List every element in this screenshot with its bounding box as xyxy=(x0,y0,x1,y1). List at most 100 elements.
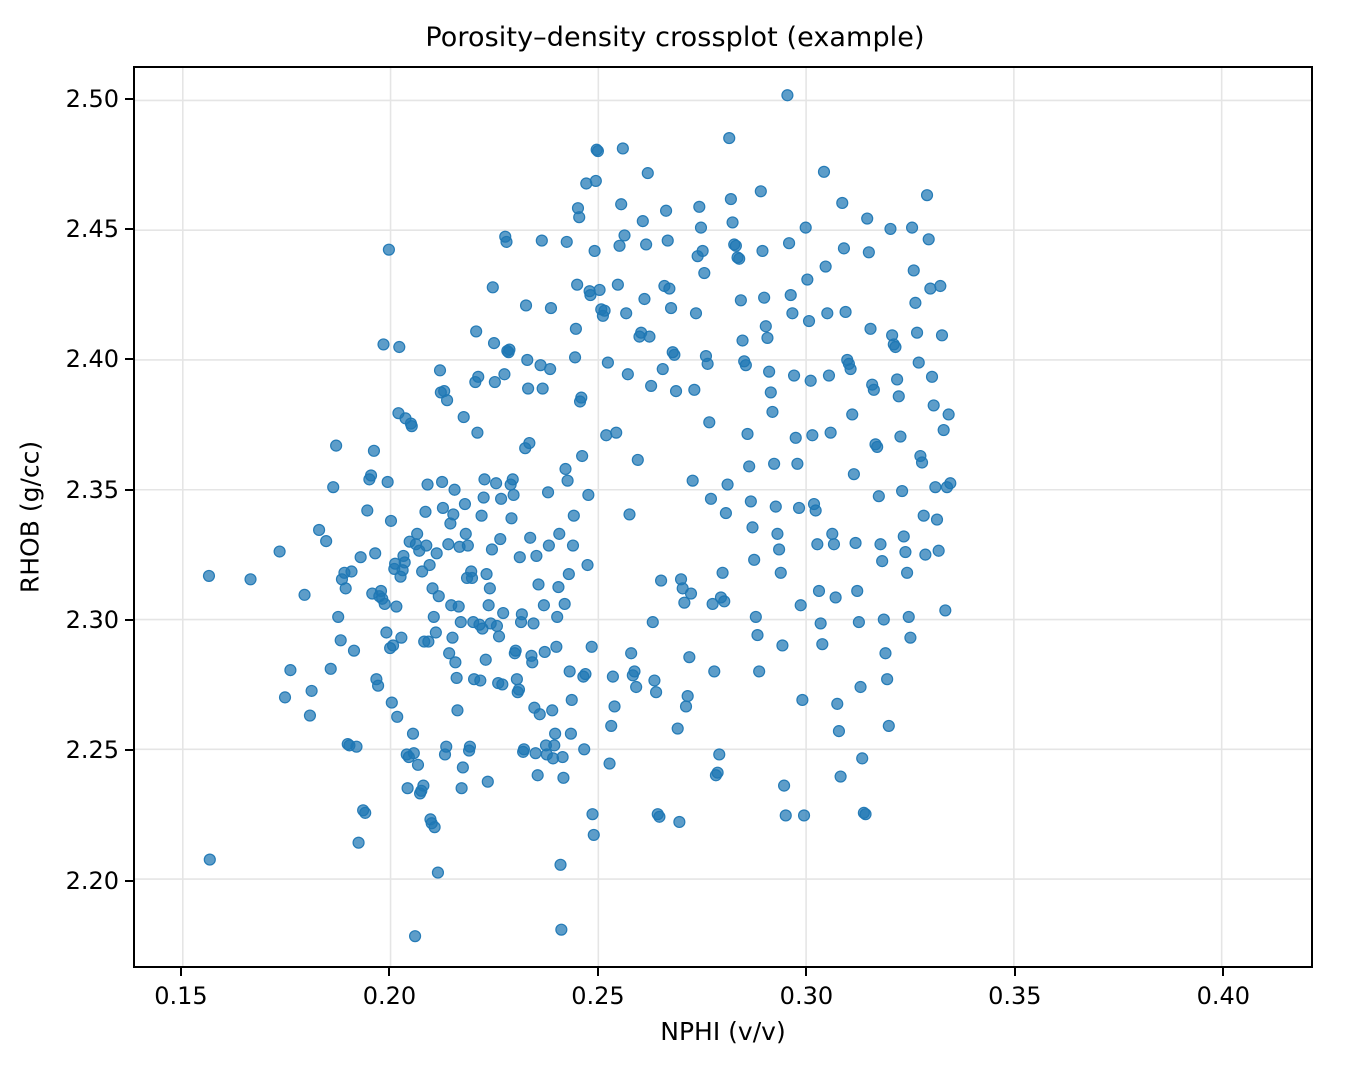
gridlines-layer xyxy=(135,68,1311,966)
scatter-point xyxy=(922,233,935,246)
scatter-point xyxy=(861,212,874,225)
scatter-point xyxy=(847,468,860,481)
scatter-point xyxy=(942,408,955,421)
scatter-point xyxy=(593,283,606,296)
scatter-point xyxy=(330,439,343,452)
scatter-point xyxy=(696,244,709,258)
scatter-point xyxy=(542,539,555,552)
scatter-point xyxy=(588,244,601,258)
scatter-point xyxy=(568,351,582,364)
scatter-point xyxy=(529,747,542,760)
scatter-point xyxy=(505,512,518,525)
scatter-point xyxy=(446,631,459,644)
scatter-point xyxy=(937,423,950,437)
scatter-point xyxy=(378,597,391,611)
scatter-point xyxy=(419,505,432,518)
scatter-point xyxy=(889,340,902,354)
scatter-point xyxy=(538,645,551,659)
scatter-point xyxy=(796,693,809,707)
scatter-point xyxy=(773,543,786,556)
scatter-point xyxy=(517,743,531,756)
y-tick-label: 2.50 xyxy=(65,84,119,113)
scatter-point xyxy=(450,671,463,684)
y-tick-label: 2.45 xyxy=(65,214,119,243)
scatter-point xyxy=(920,189,934,202)
scatter-point xyxy=(628,665,641,678)
y-tick-label: 2.35 xyxy=(65,475,119,504)
scatter-point xyxy=(836,196,849,210)
scatter-point xyxy=(377,338,390,351)
scatter-point xyxy=(421,478,434,491)
chart-title: Porosity–density crossplot (example) xyxy=(425,22,925,53)
scatter-point xyxy=(500,235,513,248)
scatter-point xyxy=(643,330,656,343)
scatter-point xyxy=(481,775,494,788)
scatter-point xyxy=(944,477,957,490)
scatter-point xyxy=(498,368,511,381)
scatter-point xyxy=(625,647,638,660)
scatter-point xyxy=(784,289,797,302)
scatter-point xyxy=(862,246,875,259)
scatter-point xyxy=(892,390,905,403)
scatter-point xyxy=(776,639,789,652)
scatter-point xyxy=(901,566,914,579)
scatter-point xyxy=(535,234,548,247)
scatter-point xyxy=(273,545,286,558)
scatter-point xyxy=(411,527,424,540)
scatter-point xyxy=(548,739,561,752)
scatter-point xyxy=(361,504,374,517)
scatter-point xyxy=(932,544,945,557)
scatter-point xyxy=(826,527,839,540)
scatter-point xyxy=(704,492,718,505)
scatter-point xyxy=(327,481,340,494)
scatter-point xyxy=(668,348,681,361)
scatter-point xyxy=(564,727,577,740)
y-tick-mark xyxy=(125,749,133,752)
scatter-point xyxy=(910,326,924,339)
scatter-point xyxy=(867,383,880,396)
scatter-point xyxy=(495,492,508,505)
scatter-point xyxy=(585,640,598,653)
scatter-point xyxy=(407,747,420,760)
scatter-point xyxy=(503,343,516,356)
scatter-point xyxy=(530,549,543,562)
scatter-point xyxy=(768,457,781,470)
scatter-point xyxy=(567,509,580,522)
scatter-point xyxy=(550,640,563,653)
scatter-point xyxy=(452,600,465,613)
scatter-point xyxy=(515,608,528,621)
scatter-point xyxy=(458,497,472,511)
scatter-point xyxy=(834,770,847,783)
scatter-point xyxy=(560,235,573,248)
scatter-point xyxy=(739,359,752,372)
scatter-point xyxy=(748,553,761,566)
scatter-point xyxy=(428,821,441,834)
scatter-point xyxy=(546,704,559,717)
scatter-point xyxy=(544,301,558,315)
scatter-point xyxy=(754,185,767,198)
scatter-point xyxy=(332,610,345,623)
scatter-point xyxy=(630,680,643,694)
scatter-point xyxy=(640,238,653,251)
scatter-point xyxy=(852,616,865,629)
scatter-point xyxy=(917,509,930,522)
scatter-point xyxy=(646,616,659,629)
scatter-point xyxy=(605,719,618,733)
scatter-point xyxy=(422,635,435,648)
scatter-point xyxy=(779,809,792,822)
scatter-point xyxy=(821,307,834,320)
scatter-point xyxy=(694,221,708,234)
scatter-point xyxy=(611,278,624,291)
scatter-point xyxy=(442,538,455,551)
scatter-point xyxy=(778,779,791,792)
scatter-point xyxy=(698,266,711,280)
x-tick-mark xyxy=(1013,968,1016,976)
scatter-point xyxy=(723,132,736,145)
scatter-point xyxy=(814,617,827,630)
y-tick-label: 2.30 xyxy=(65,605,119,634)
scatter-point xyxy=(411,758,425,771)
scatter-point xyxy=(781,89,794,102)
scatter-point xyxy=(497,606,510,620)
y-tick-mark xyxy=(125,488,133,491)
